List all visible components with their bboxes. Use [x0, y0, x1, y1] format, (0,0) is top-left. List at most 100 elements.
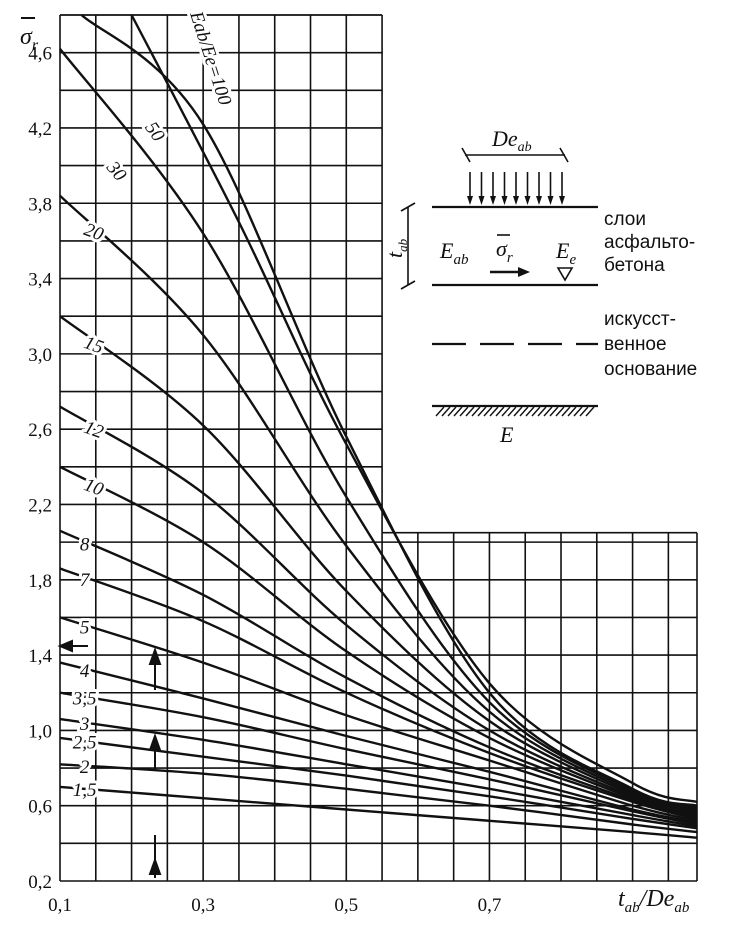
y-tick-label: 3,4: [28, 270, 52, 291]
layer-modulus-label: Eab: [439, 238, 469, 268]
curve-label: 3,5: [72, 689, 97, 710]
hatch-line: [567, 406, 577, 417]
hatch-line: [549, 406, 559, 417]
curve-label-halo: 3: [79, 714, 90, 735]
y-tick-label: 3,8: [28, 194, 52, 215]
load-arrow-head: [513, 196, 519, 205]
subgrade-modulus-label: E: [499, 422, 514, 447]
curve-20: [59, 194, 698, 811]
curve-50: [80, 14, 698, 807]
curve-label-halo: 1,5: [73, 780, 97, 801]
hatch-line: [441, 406, 451, 417]
curve-5: [59, 616, 698, 822]
curve-label: 5: [80, 617, 90, 638]
asphalt-layer-label-3: бетона: [604, 255, 665, 276]
curve-label-halo: 8: [80, 535, 90, 556]
load-arrow-head: [467, 196, 473, 205]
hatch-line: [495, 406, 505, 417]
x-tick-label: 0,5: [334, 895, 358, 916]
x-tick-label: 0,3: [191, 895, 215, 916]
curve-label-halo: 2,5: [73, 733, 97, 754]
curve-30: [59, 48, 698, 809]
y-tick-label: 1,4: [28, 646, 52, 667]
load-arrow-head: [478, 196, 485, 205]
hatch-line: [561, 406, 571, 417]
hatch-line: [489, 406, 499, 417]
equiv-modulus-label: Ee: [555, 238, 576, 268]
curve-8: [59, 529, 698, 819]
x-tick-label: 0,7: [478, 895, 502, 916]
hatch-line: [531, 406, 541, 417]
subgrade-hatch: [435, 406, 595, 417]
curve-label: 50: [140, 118, 168, 146]
curve-12: [59, 405, 698, 815]
load-arrow-head: [524, 196, 531, 205]
curve-label: 8: [80, 535, 90, 556]
load-arrow-head: [547, 196, 554, 205]
load-arrow-head: [490, 196, 496, 205]
curve-label: 7: [80, 570, 91, 591]
hatch-line: [519, 406, 529, 417]
hatch-line: [555, 406, 565, 417]
hatch-line: [465, 406, 475, 417]
y-tick-label: 4,2: [28, 119, 52, 140]
stress-label: σr: [496, 236, 513, 266]
curves: [59, 14, 698, 839]
x-tick-label: 0,1: [48, 895, 72, 916]
asphalt-layer-label-2: асфальто-: [604, 232, 695, 253]
curve-15: [59, 315, 698, 813]
hatch-line: [435, 406, 445, 417]
hatch-line: [573, 406, 583, 417]
hatch-line: [525, 406, 535, 417]
asphalt-layer-label-1: слои: [604, 209, 646, 230]
y-tick-label: 1,8: [28, 571, 52, 592]
curve-4: [59, 661, 698, 824]
curve-3: [59, 717, 698, 828]
curve-10: [59, 465, 698, 817]
hatch-line: [579, 406, 589, 417]
y-tick-label: 4,6: [28, 44, 52, 65]
hatch-line: [459, 406, 469, 417]
y-tick-label: 2,2: [28, 495, 52, 516]
hatch-line: [483, 406, 493, 417]
curve-3-5: [59, 691, 698, 826]
curve-label: 3: [79, 714, 90, 735]
load-arrows: [467, 172, 565, 205]
x-axis-label: tab/Deab: [618, 886, 690, 916]
load-arrow-head: [559, 196, 565, 205]
hatch-line: [543, 406, 553, 417]
y-tick-label: 1,0: [28, 721, 52, 742]
curve-100: [130, 14, 698, 804]
curve-label: 4: [80, 661, 90, 682]
curve-label-halo: 3,5: [72, 689, 97, 710]
layer-diagram: Deab tab Eab σr Ee E слои: [382, 126, 730, 455]
y-tick-label: 2,6: [28, 420, 52, 441]
hatch-line: [585, 406, 595, 417]
curve-1-5: [59, 785, 698, 839]
curve-label: Eab/Ee=100: [185, 8, 235, 108]
curve-label: 20: [81, 219, 107, 245]
load-arrow-head: [501, 196, 508, 205]
curve-label: 30: [101, 157, 130, 186]
y-tick-label: 0,2: [28, 872, 52, 893]
hatch-line: [537, 406, 547, 417]
load-width-label: Deab: [491, 126, 532, 155]
load-arrow-head: [536, 196, 542, 205]
base-layer-label-3: основание: [604, 359, 697, 380]
hatch-line: [447, 406, 457, 417]
hatch-line: [471, 406, 481, 417]
hatch-line: [501, 406, 511, 417]
tick-labels: 0,2 0,6 1,0 1,4 1,8 2,2 2,6 3,0 3,4 3,8 4,2 4,6 0,1 0…: [28, 44, 501, 916]
thickness-label: tab: [382, 238, 410, 258]
y-tick-label: 3,0: [28, 345, 52, 366]
y-axis-label: σr: [20, 24, 39, 54]
curve-label-halo: 4: [80, 661, 90, 682]
hatch-line: [507, 406, 517, 417]
curve-7: [59, 567, 698, 821]
example-arrows: [57, 639, 162, 878]
curve-2-5: [59, 736, 698, 830]
hatch-line: [513, 406, 523, 417]
hatch-line: [453, 406, 463, 417]
curve-2: [59, 763, 698, 834]
